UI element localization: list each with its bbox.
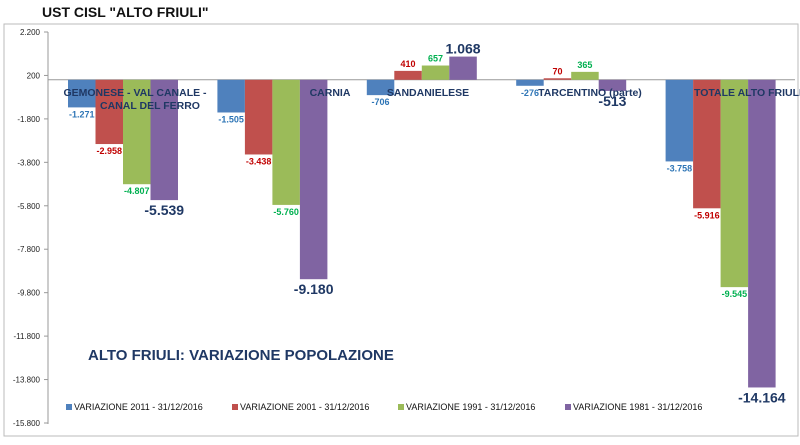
data-label: -9.180	[294, 281, 334, 297]
data-label: -5.760	[273, 207, 299, 217]
bar	[394, 70, 422, 80]
bar	[217, 79, 245, 113]
legend-label: VARIAZIONE 2001 - 31/12/2016	[240, 402, 369, 412]
bar	[244, 79, 273, 155]
data-label: -14.164	[738, 389, 786, 405]
bar	[449, 56, 477, 80]
data-label: -1.505	[218, 114, 244, 124]
data-label: -5.916	[694, 210, 720, 220]
data-label: -706	[372, 97, 390, 107]
bar	[272, 79, 300, 205]
bar	[748, 79, 776, 388]
bar	[421, 65, 450, 80]
bar	[366, 79, 395, 96]
data-label: 70	[552, 66, 562, 76]
chart-frame	[3, 23, 799, 437]
y-tick-label: 200	[27, 71, 41, 80]
category-label: SANDANIELESE	[387, 87, 469, 99]
category-label: TOTALE ALTO FRIULI	[694, 87, 800, 99]
bar	[693, 79, 721, 209]
data-label: 657	[428, 54, 443, 64]
data-label: 410	[401, 59, 416, 69]
data-label: -276	[521, 88, 539, 98]
data-label: 1.068	[446, 41, 481, 57]
legend-swatch	[398, 404, 404, 410]
y-tick-label: -5.800	[17, 202, 40, 211]
legend-label: VARIAZIONE 1981 - 31/12/2016	[573, 402, 702, 412]
legend-label: VARIAZIONE 2011 - 31/12/2016	[74, 402, 203, 412]
data-label: -4.807	[124, 186, 150, 196]
chart-title: UST CISL "ALTO FRIULI"	[42, 4, 209, 20]
bar	[543, 78, 572, 80]
y-tick-label: -13.800	[13, 376, 41, 385]
data-label: -9.545	[722, 289, 748, 299]
bar	[571, 71, 599, 80]
data-label: -3.438	[246, 156, 272, 166]
bar	[123, 79, 151, 185]
data-label: -2.958	[96, 146, 122, 156]
chart-subtitle: ALTO FRIULI: VARIAZIONE POPOLAZIONE	[88, 347, 394, 364]
legend: VARIAZIONE 2011 - 31/12/2016 VARIAZIONE 2…	[66, 402, 702, 412]
legend-label: VARIAZIONE 1991 - 31/12/2016	[406, 402, 535, 412]
data-label: 365	[577, 60, 592, 70]
data-label: -3.758	[667, 163, 693, 173]
legend-swatch	[232, 404, 238, 410]
data-label: -5.539	[144, 202, 184, 218]
y-tick-label: -11.800	[13, 332, 40, 341]
bar	[95, 79, 123, 145]
category-label: GEMONESE - VAL CANALE -CANAL DEL FERRO	[63, 87, 207, 112]
bar	[665, 79, 694, 162]
y-tick-label: -15.800	[13, 419, 41, 428]
data-label: -513	[598, 93, 626, 109]
bar	[598, 79, 627, 91]
y-tick-label: 2.200	[20, 28, 41, 37]
data-label: -1.271	[69, 109, 95, 119]
bar	[150, 79, 178, 201]
y-tick-label: -1.800	[17, 115, 40, 124]
category-label: CARNIA	[310, 87, 351, 99]
bar	[516, 79, 544, 86]
legend-swatch	[565, 404, 571, 410]
y-tick-label: -3.800	[17, 158, 40, 167]
bar	[720, 79, 749, 288]
category-label: TARCENTINO (parte)	[538, 87, 642, 99]
y-tick-label: -7.800	[17, 245, 40, 254]
bar	[299, 79, 328, 280]
legend-swatch	[66, 404, 72, 410]
y-tick-label: -9.800	[17, 289, 40, 298]
bar	[68, 79, 96, 108]
